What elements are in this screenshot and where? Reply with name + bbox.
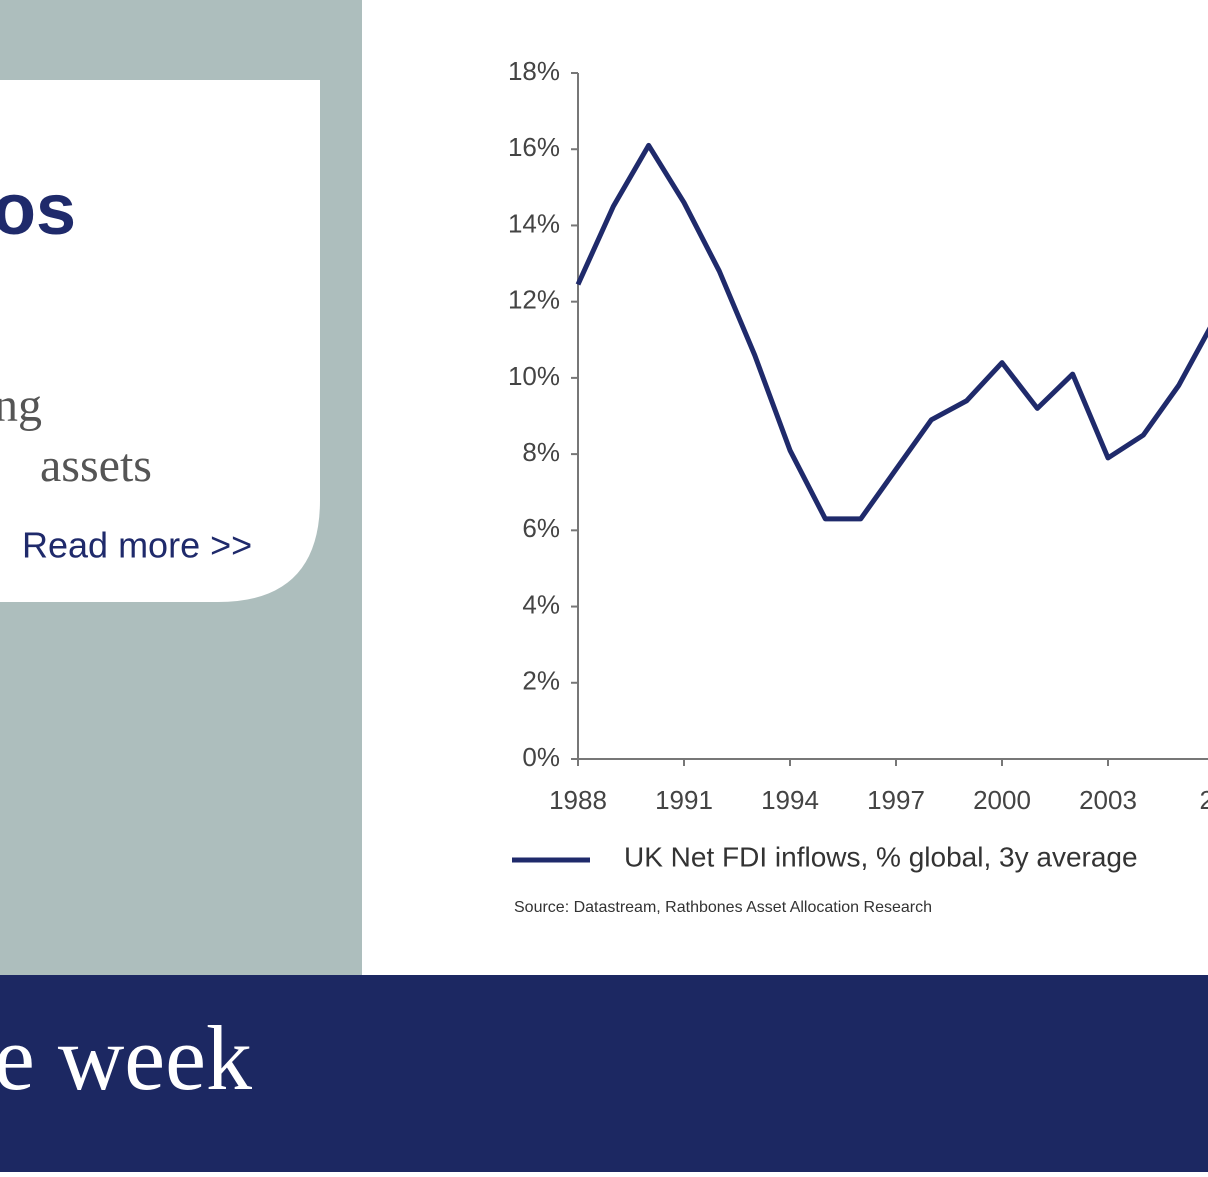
card-text: ng: [0, 379, 42, 432]
read-more-link[interactable]: Read more >>: [22, 525, 252, 566]
y-tick-label: 12%: [508, 285, 560, 315]
y-tick-label: 2%: [522, 666, 560, 696]
y-tick-label: 16%: [508, 132, 560, 162]
banner-title: e week: [0, 1007, 252, 1109]
chart: 0% 2% 4% 6% 8% 10% 12% 14% 16% 18% 1988 1991 1994 199…: [508, 56, 1208, 916]
x-tick-label: 1997: [867, 785, 925, 815]
card-text: assets: [40, 439, 152, 492]
y-tick-label: 6%: [522, 513, 560, 543]
legend-label: UK Net FDI inflows, % global, 3y average: [624, 841, 1138, 872]
x-tick-label: 20: [1200, 785, 1208, 815]
x-tick-label: 2000: [973, 785, 1031, 815]
card-heading: os: [0, 170, 76, 250]
y-tick-label: 14%: [508, 208, 560, 238]
y-tick-label: 18%: [508, 56, 560, 86]
x-tick-label: 1988: [549, 785, 607, 815]
y-tick-label: 0%: [522, 742, 560, 772]
x-tick-label: 1991: [655, 785, 713, 815]
y-tick-label: 8%: [522, 437, 560, 467]
x-tick-label: 2003: [1079, 785, 1137, 815]
source-note: Source: Datastream, Rathbones Asset Allo…: [514, 899, 932, 916]
x-tick-label: 1994: [761, 785, 819, 815]
y-tick-label: 10%: [508, 361, 560, 391]
data-line: [575, 142, 1208, 522]
y-tick-label: 4%: [522, 589, 560, 619]
card: [0, 80, 320, 602]
banner: [0, 975, 1208, 1172]
